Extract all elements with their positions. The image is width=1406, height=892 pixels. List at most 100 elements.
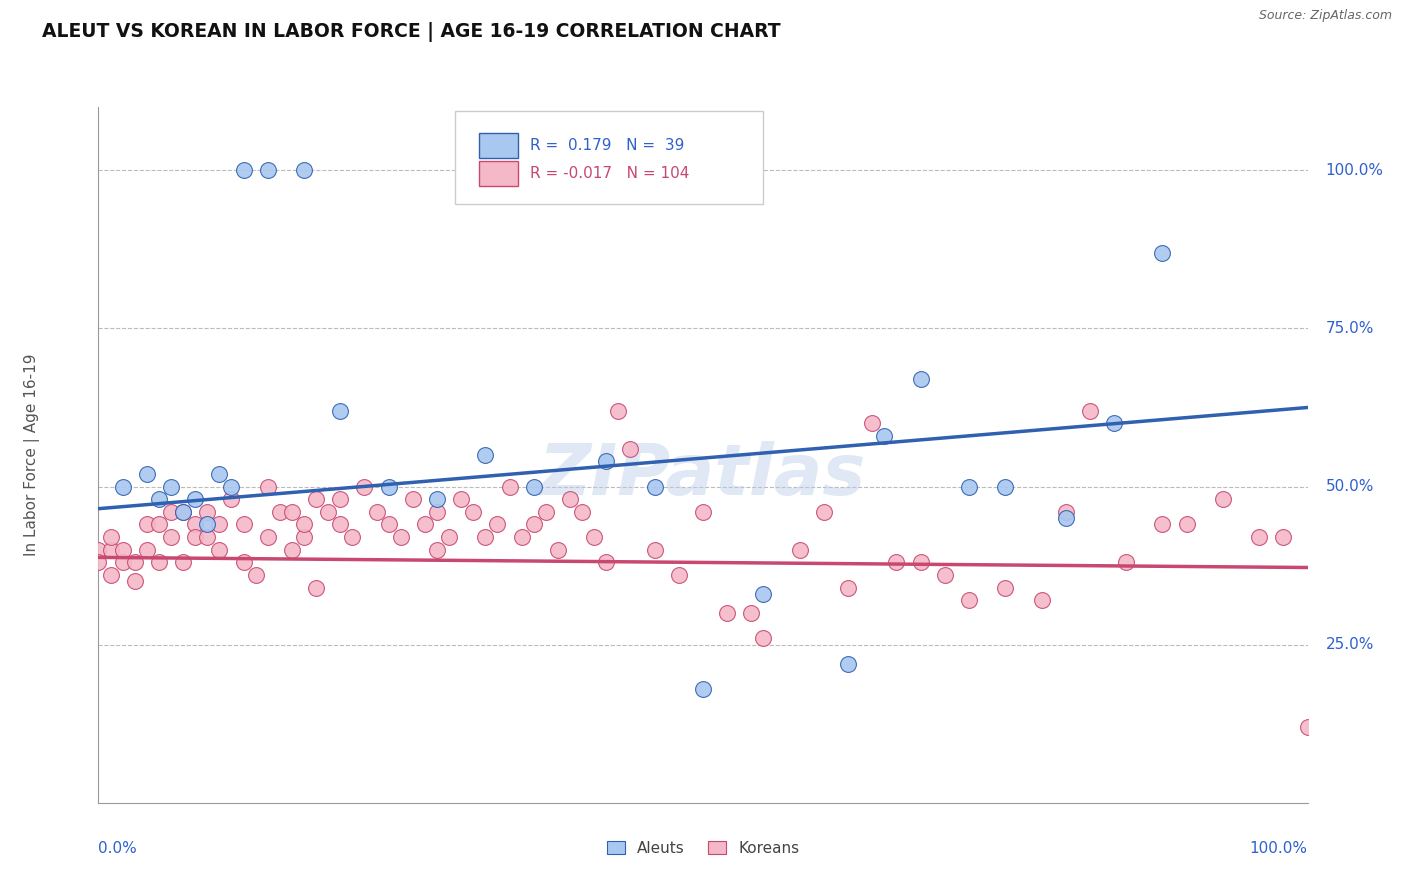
Point bbox=[668, 568, 690, 582]
Point bbox=[256, 530, 278, 544]
Point bbox=[172, 556, 194, 570]
Point bbox=[342, 530, 364, 544]
Point bbox=[1152, 245, 1174, 260]
Text: In Labor Force | Age 16-19: In Labor Force | Age 16-19 bbox=[24, 353, 39, 557]
Point bbox=[910, 556, 932, 570]
Point bbox=[305, 581, 328, 595]
Text: ZIPatlas: ZIPatlas bbox=[540, 442, 866, 510]
Point bbox=[389, 530, 412, 544]
Point bbox=[281, 542, 304, 557]
Text: Source: ZipAtlas.com: Source: ZipAtlas.com bbox=[1258, 9, 1392, 22]
Point bbox=[558, 492, 581, 507]
Point bbox=[1272, 530, 1295, 544]
Point bbox=[232, 556, 254, 570]
Point bbox=[208, 542, 231, 557]
Point bbox=[619, 442, 641, 456]
Point bbox=[474, 448, 496, 462]
Point bbox=[232, 517, 254, 532]
Point bbox=[607, 403, 630, 417]
Point bbox=[547, 542, 569, 557]
Point bbox=[1031, 593, 1053, 607]
Point bbox=[463, 505, 485, 519]
Point bbox=[837, 581, 859, 595]
FancyBboxPatch shape bbox=[479, 133, 517, 158]
Point bbox=[994, 479, 1017, 493]
Point bbox=[208, 467, 231, 481]
Point bbox=[523, 479, 546, 493]
Point bbox=[256, 479, 278, 493]
Point bbox=[111, 542, 134, 557]
Text: 75.0%: 75.0% bbox=[1326, 321, 1374, 336]
Point bbox=[377, 517, 399, 532]
Point bbox=[221, 479, 243, 493]
Point bbox=[692, 681, 714, 696]
Point bbox=[957, 479, 980, 493]
Point bbox=[100, 568, 122, 582]
Point bbox=[100, 530, 122, 544]
Point bbox=[172, 505, 194, 519]
Point bbox=[329, 403, 352, 417]
Point bbox=[353, 479, 375, 493]
Point bbox=[184, 530, 207, 544]
FancyBboxPatch shape bbox=[456, 111, 763, 204]
Point bbox=[740, 606, 762, 620]
Point bbox=[644, 542, 666, 557]
Point bbox=[232, 163, 254, 178]
Point bbox=[366, 505, 388, 519]
Point bbox=[87, 542, 110, 557]
Point bbox=[498, 479, 520, 493]
Point bbox=[1054, 505, 1077, 519]
Point bbox=[474, 530, 496, 544]
Point bbox=[426, 492, 449, 507]
Point bbox=[426, 542, 449, 557]
Point bbox=[184, 492, 207, 507]
Point bbox=[160, 530, 183, 544]
Point bbox=[148, 517, 170, 532]
Text: ALEUT VS KOREAN IN LABOR FORCE | AGE 16-19 CORRELATION CHART: ALEUT VS KOREAN IN LABOR FORCE | AGE 16-… bbox=[42, 22, 780, 42]
Point bbox=[994, 581, 1017, 595]
Point bbox=[934, 568, 956, 582]
Point bbox=[595, 556, 617, 570]
Point bbox=[1249, 530, 1271, 544]
Point bbox=[292, 163, 315, 178]
Point bbox=[571, 505, 593, 519]
Point bbox=[135, 517, 157, 532]
Point bbox=[1296, 720, 1319, 734]
Point bbox=[172, 505, 194, 519]
Point bbox=[523, 517, 546, 532]
Point bbox=[377, 479, 399, 493]
Point bbox=[644, 479, 666, 493]
Point bbox=[316, 505, 339, 519]
Point bbox=[1175, 517, 1198, 532]
Point bbox=[595, 454, 617, 468]
Point bbox=[692, 505, 714, 519]
Point bbox=[1115, 556, 1137, 570]
Point bbox=[716, 606, 738, 620]
Point bbox=[1102, 417, 1125, 431]
Point bbox=[752, 632, 775, 646]
Point bbox=[135, 542, 157, 557]
Point bbox=[1078, 403, 1101, 417]
Point bbox=[886, 556, 908, 570]
Point bbox=[148, 556, 170, 570]
Point bbox=[837, 657, 859, 671]
Point bbox=[510, 530, 533, 544]
Text: 50.0%: 50.0% bbox=[1326, 479, 1374, 494]
Point bbox=[450, 492, 472, 507]
Point bbox=[135, 467, 157, 481]
Point bbox=[111, 556, 134, 570]
Point bbox=[160, 479, 183, 493]
Point bbox=[873, 429, 896, 443]
Point bbox=[292, 517, 315, 532]
Point bbox=[305, 492, 328, 507]
Point bbox=[1212, 492, 1234, 507]
Point bbox=[195, 505, 218, 519]
Point bbox=[534, 505, 557, 519]
Point bbox=[195, 530, 218, 544]
Point bbox=[148, 492, 170, 507]
Point bbox=[910, 372, 932, 386]
Point bbox=[583, 530, 606, 544]
Point bbox=[486, 517, 509, 532]
Point bbox=[124, 574, 146, 589]
Point bbox=[426, 505, 449, 519]
